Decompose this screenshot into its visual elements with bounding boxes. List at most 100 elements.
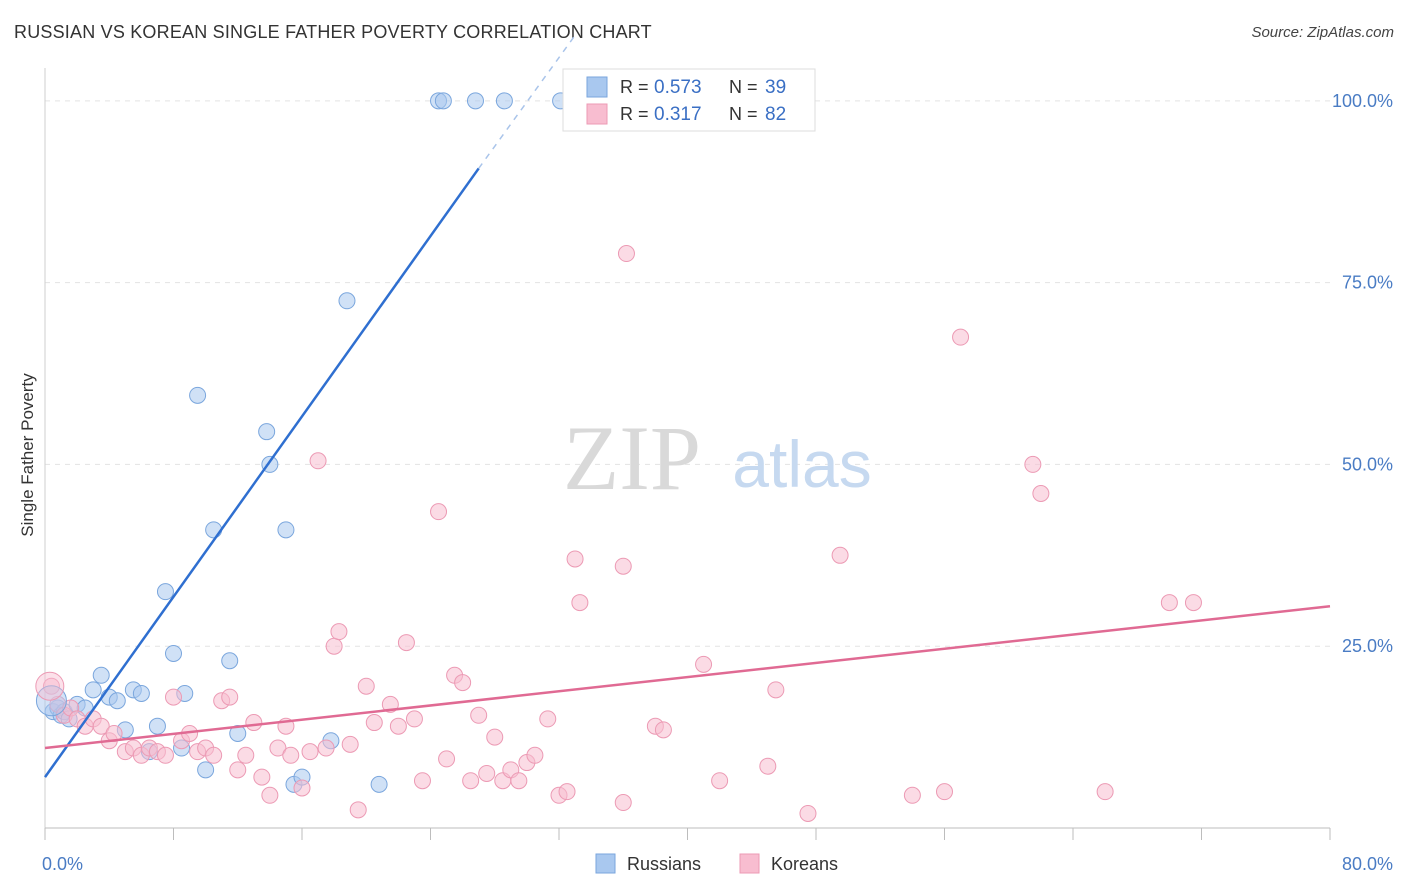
x-tick-label: 0.0%	[42, 854, 83, 874]
stats-legend: R = 0.573 N = 39 R = 0.317 N = 82	[562, 68, 816, 132]
koreans-point	[654, 721, 672, 739]
koreans-point	[539, 710, 557, 728]
koreans-point	[221, 688, 239, 706]
koreans-point	[330, 623, 348, 641]
koreans-point	[237, 746, 255, 764]
russians-trend-line	[43, 167, 480, 778]
koreans-point	[438, 750, 456, 768]
koreans-point	[767, 681, 785, 699]
koreans-point	[269, 739, 287, 757]
stats-legend-n-value: 39	[765, 77, 786, 98]
koreans-point	[566, 550, 584, 568]
koreans-point	[759, 757, 777, 775]
russians-point	[277, 521, 295, 539]
koreans-point	[510, 772, 528, 790]
koreans-point	[156, 746, 174, 764]
russians-point	[189, 386, 207, 404]
watermark-atlas: atlas	[732, 427, 871, 501]
y-tick-label: 25.0%	[1342, 636, 1393, 656]
watermark-zip: ZIP	[563, 407, 701, 509]
koreans-point	[430, 503, 448, 521]
stats-legend-swatch	[586, 103, 608, 125]
koreans-point	[526, 746, 544, 764]
watermark: ZIP atlas	[563, 407, 872, 509]
koreans-point	[205, 746, 223, 764]
koreans-point	[245, 714, 263, 732]
stats-legend-swatch	[586, 76, 608, 98]
russians-trend-extension	[478, 34, 576, 169]
stats-legend-r-value: 0.573	[654, 77, 702, 98]
koreans-point	[317, 739, 335, 757]
koreans-point	[365, 714, 383, 732]
koreans-point	[486, 728, 504, 746]
koreans-point	[831, 546, 849, 564]
x-tick-label: 80.0%	[1342, 854, 1393, 874]
series-legend-label: Koreans	[771, 854, 838, 874]
koreans-point	[1160, 594, 1178, 612]
koreans-trend-line	[44, 604, 1331, 750]
koreans-point	[695, 655, 713, 673]
russians-point	[229, 724, 247, 742]
stats-legend-n-value: 82	[765, 104, 786, 125]
koreans-point	[92, 717, 110, 735]
koreans-point	[799, 804, 817, 822]
koreans-point	[229, 761, 247, 779]
russians-point	[466, 92, 484, 110]
russians-point	[370, 775, 388, 793]
russians-point	[148, 717, 166, 735]
series-legend-label: Russians	[627, 854, 701, 874]
russians-point	[338, 292, 356, 310]
series-legend-swatch	[739, 853, 760, 874]
koreans-point	[1184, 594, 1202, 612]
koreans-point	[341, 735, 359, 753]
koreans-point	[325, 637, 343, 655]
koreans-point	[35, 671, 65, 701]
stats-legend-r-label: R =	[620, 104, 649, 124]
koreans-point	[478, 764, 496, 782]
russians-point	[221, 652, 239, 670]
trend-lines	[43, 34, 1331, 778]
series-legend-swatch	[595, 853, 616, 874]
stats-legend-r-label: R =	[620, 77, 649, 97]
koreans-point	[282, 746, 300, 764]
koreans-point	[614, 557, 632, 575]
koreans-point	[405, 710, 423, 728]
russians-point	[35, 685, 67, 717]
russians-point	[434, 92, 452, 110]
koreans-point	[558, 783, 576, 801]
data-points	[35, 92, 1202, 822]
y-tick-label: 50.0%	[1342, 454, 1393, 474]
koreans-point	[462, 772, 480, 790]
koreans-point	[165, 688, 182, 706]
tick-labels: 25.0% 50.0% 75.0% 100.0% 0.0% 80.0%	[42, 91, 1393, 874]
koreans-point	[617, 245, 635, 263]
russians-point	[156, 583, 174, 601]
koreans-point	[309, 452, 327, 470]
russians-point	[84, 681, 102, 699]
russians-point	[92, 666, 110, 684]
y-tick-label: 100.0%	[1332, 91, 1393, 111]
koreans-point	[261, 786, 279, 804]
russians-point	[132, 684, 150, 702]
chart-title: RUSSIAN VS KOREAN SINGLE FATHER POVERTY …	[14, 22, 652, 42]
koreans-point	[301, 743, 319, 761]
stats-legend-n-label: N =	[729, 104, 758, 124]
koreans-point	[571, 594, 589, 612]
russians-point	[205, 521, 223, 539]
koreans-point	[349, 801, 367, 819]
russians-point	[495, 92, 513, 110]
koreans-point	[389, 717, 407, 735]
koreans-point	[470, 706, 488, 724]
stats-legend-n-label: N =	[729, 77, 758, 97]
koreans-point	[454, 674, 472, 692]
russians-point	[258, 423, 276, 441]
russians-point	[108, 692, 126, 710]
koreans-point	[936, 783, 953, 801]
grid	[45, 100, 1330, 647]
koreans-point	[1032, 484, 1050, 502]
russians-point	[165, 644, 182, 662]
source-label: Source: ZipAtlas.com	[1251, 24, 1394, 41]
koreans-point	[397, 634, 415, 652]
koreans-point	[1024, 455, 1042, 473]
